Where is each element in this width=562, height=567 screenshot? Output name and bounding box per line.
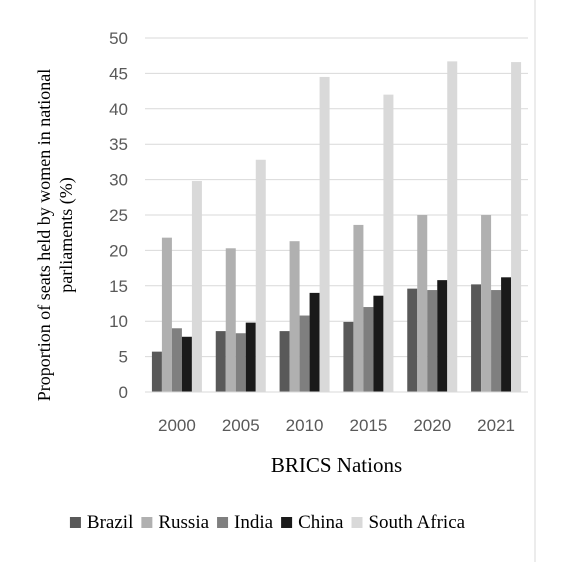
bar-india xyxy=(299,315,310,392)
bar-russia xyxy=(417,215,428,392)
y-axis-title-line: Proportion of seats held by women in nat… xyxy=(34,69,54,401)
bar-russia xyxy=(353,224,364,392)
bar-china xyxy=(245,322,256,392)
bar-india xyxy=(491,290,502,392)
y-axis-title-line: parliaments (%) xyxy=(56,177,77,292)
y-tick-label: 10 xyxy=(109,312,128,331)
x-tick-label: 2015 xyxy=(350,416,388,435)
bar-south-africa xyxy=(383,94,394,392)
legend-swatch xyxy=(351,517,363,528)
bar-china xyxy=(181,336,192,392)
x-tick-label: 2021 xyxy=(477,416,515,435)
legend-item-south-africa[interactable]: South Africa xyxy=(351,512,466,533)
bar-india xyxy=(363,307,374,392)
bar-brazil xyxy=(407,288,418,392)
gridlines xyxy=(145,37,528,358)
bar-russia xyxy=(481,215,492,392)
bar-china xyxy=(309,292,320,392)
x-tick-label: 2020 xyxy=(413,416,451,435)
bar-china xyxy=(437,280,448,392)
bar-russia xyxy=(161,237,172,392)
bar-india xyxy=(427,290,438,392)
legend-swatch xyxy=(217,517,229,528)
legend-swatch xyxy=(141,517,153,528)
legend-label: Brazil xyxy=(87,512,133,533)
legend-swatch xyxy=(69,517,81,528)
bar-india xyxy=(235,333,246,392)
bar-south-africa xyxy=(319,76,330,392)
legend-label: Russia xyxy=(158,512,209,533)
x-tick-label: 2000 xyxy=(158,416,196,435)
bar-south-africa xyxy=(511,62,522,393)
bars xyxy=(151,61,522,393)
y-tick-label: 35 xyxy=(109,135,128,154)
x-tick-label: 2010 xyxy=(286,416,324,435)
bar-brazil xyxy=(343,321,354,392)
y-tick-label: 0 xyxy=(119,383,128,402)
legend-label: India xyxy=(234,512,274,533)
legend-item-brazil[interactable]: Brazil xyxy=(69,512,133,533)
legend-item-china[interactable]: China xyxy=(281,512,344,533)
bar-russia xyxy=(225,248,236,392)
bar-brazil xyxy=(471,284,482,392)
y-tick-label: 25 xyxy=(109,206,128,225)
y-tick-label: 50 xyxy=(109,29,128,48)
y-tick-label: 5 xyxy=(119,348,128,367)
y-axis-title: Proportion of seats held by women in nat… xyxy=(34,69,77,401)
bar-south-africa xyxy=(255,159,266,392)
bar-china xyxy=(501,277,512,392)
bar-brazil xyxy=(279,331,290,392)
legend-item-india[interactable]: India xyxy=(217,512,274,533)
y-tick-label: 45 xyxy=(109,64,128,83)
legend-label: China xyxy=(298,512,344,533)
y-tick-label: 20 xyxy=(109,241,128,260)
y-axis-ticks: 0 5 10 15 20 25 30 35 40 45 50 xyxy=(109,29,128,402)
bar-india xyxy=(171,328,182,392)
bar-brazil xyxy=(151,351,162,392)
x-axis-title: BRICS Nations xyxy=(271,453,402,477)
legend-swatch xyxy=(281,517,293,528)
legend-label: South Africa xyxy=(368,512,465,533)
legend-item-russia[interactable]: Russia xyxy=(141,512,210,533)
bar-brazil xyxy=(215,331,226,392)
y-tick-label: 40 xyxy=(109,100,128,119)
bar-russia xyxy=(289,241,300,392)
y-tick-label: 30 xyxy=(109,171,128,190)
y-tick-label: 15 xyxy=(109,277,128,296)
x-tick-label: 2005 xyxy=(222,416,260,435)
x-axis-ticks: 2000 2005 2010 2015 2020 2021 xyxy=(158,416,515,435)
bar-south-africa xyxy=(447,61,458,392)
bar-china xyxy=(373,295,384,392)
bar-south-africa xyxy=(191,181,202,392)
legend[interactable]: Brazil Russia India China South Africa xyxy=(69,512,466,533)
